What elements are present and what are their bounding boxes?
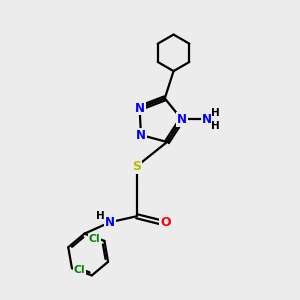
Text: N: N [177, 113, 187, 126]
Text: N: N [135, 101, 145, 115]
Text: N: N [105, 216, 115, 229]
Text: H: H [97, 211, 105, 221]
Text: H: H [211, 108, 220, 118]
Text: Cl: Cl [74, 265, 85, 275]
Text: N: N [136, 128, 146, 142]
Text: H: H [211, 121, 220, 131]
Text: S: S [132, 160, 141, 173]
Text: N: N [202, 113, 212, 126]
Text: Cl: Cl [88, 234, 100, 244]
Text: O: O [160, 216, 171, 229]
